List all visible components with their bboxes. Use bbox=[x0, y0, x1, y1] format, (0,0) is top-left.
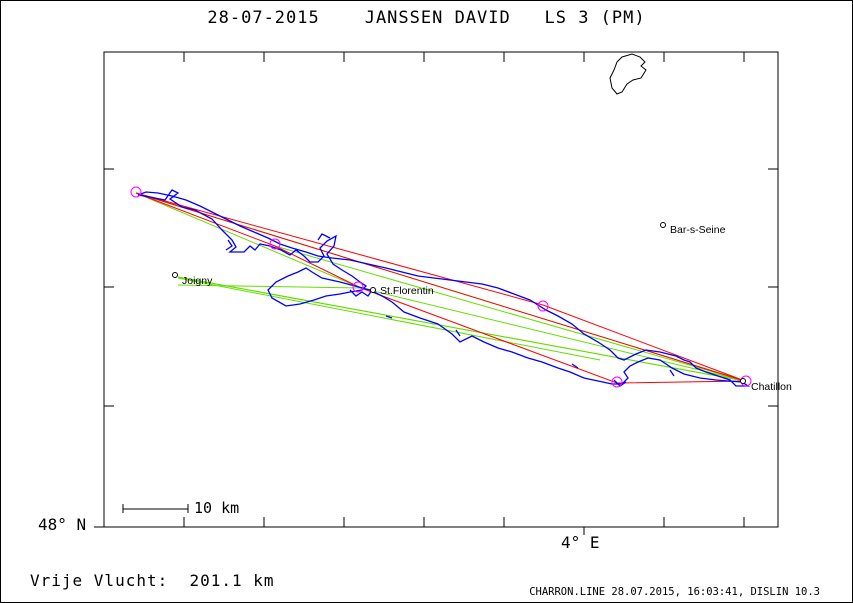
place-label-joigny: Joigny bbox=[182, 275, 213, 287]
axis-ticks bbox=[94, 52, 778, 535]
distance-label: Vrije Vlucht: bbox=[30, 571, 169, 590]
longitude-label: 4° E bbox=[561, 533, 600, 552]
pilot-name: JANSSEN DAVID bbox=[364, 8, 511, 28]
scale-bar bbox=[122, 504, 189, 513]
scale-bar-label: 10 km bbox=[194, 499, 240, 517]
turnpoint-2 bbox=[352, 281, 364, 293]
flight-track bbox=[137, 189, 751, 387]
place-label-chatillon: Chatillon bbox=[751, 381, 792, 393]
marker-bar-s-seine bbox=[660, 222, 666, 228]
turnpoints bbox=[130, 186, 752, 388]
plot-border bbox=[103, 51, 779, 528]
turnpoint-3 bbox=[537, 300, 549, 312]
flight-date: 28-07-2015 bbox=[207, 8, 320, 28]
distance-summary: Vrije Vlucht: 201.1 km bbox=[30, 571, 275, 590]
program-info: CHARRON.LINE 28.07.2015, 16:03:41, DISLI… bbox=[529, 586, 820, 598]
marker-joigny bbox=[172, 272, 178, 278]
latitude-label: 48° N bbox=[38, 515, 87, 534]
marker-chatillon bbox=[740, 378, 746, 384]
lake-outline bbox=[609, 53, 647, 95]
turnpoint-1 bbox=[269, 238, 281, 250]
glider-type: LS 3 (PM) bbox=[544, 8, 646, 28]
place-label-bar-s-seine: Bar-s-Seine bbox=[670, 224, 726, 236]
place-markers bbox=[172, 222, 746, 384]
marker-st-florentin bbox=[370, 287, 376, 293]
place-label-st-florentin: St.Florentin bbox=[380, 285, 434, 297]
turnpoint-4 bbox=[611, 376, 623, 388]
distance-value: 201.1 km bbox=[189, 571, 275, 590]
turnpoint-start bbox=[130, 186, 142, 198]
flight-title: 28-07-2015 JANSSEN DAVID LS 3 (PM) bbox=[0, 8, 853, 28]
